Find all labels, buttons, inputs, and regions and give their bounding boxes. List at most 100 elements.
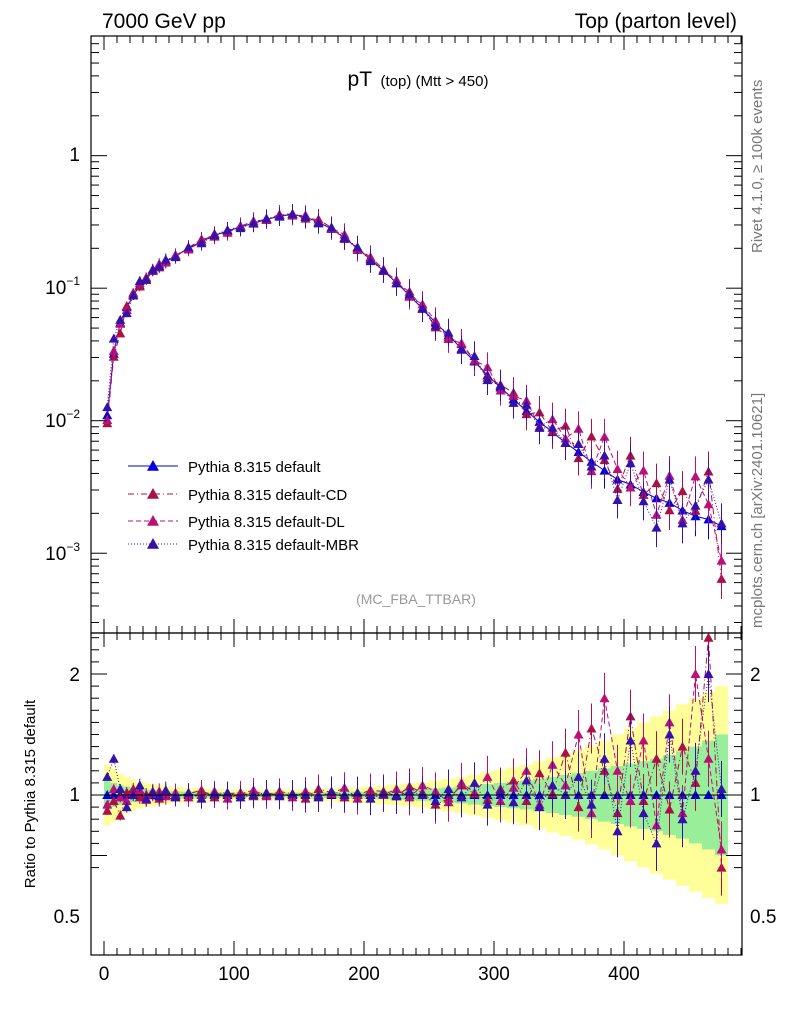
ratio-point-3-47 bbox=[651, 838, 662, 848]
data-point-3-37 bbox=[521, 399, 532, 409]
data-point-3-48 bbox=[664, 474, 675, 484]
ratio-point-3-38 bbox=[534, 802, 545, 812]
data-point-3-8 bbox=[154, 261, 165, 271]
ratio-point-3-52 bbox=[716, 783, 727, 793]
ratio-point-3-49 bbox=[677, 814, 688, 824]
ratio-point-1-49 bbox=[677, 741, 688, 751]
data-point-3-34 bbox=[482, 375, 493, 385]
data-point-3-52 bbox=[716, 518, 727, 528]
data-point-3-40 bbox=[560, 437, 571, 447]
data-point-3-38 bbox=[534, 422, 545, 432]
ratio-point-2-43 bbox=[599, 693, 610, 703]
data-point-3-17 bbox=[261, 213, 272, 223]
data-point-3-18 bbox=[274, 211, 285, 221]
ratio-point-3-18 bbox=[274, 791, 285, 801]
ratio-point-3-7 bbox=[147, 787, 158, 797]
ratio-point-2-46 bbox=[638, 735, 649, 745]
ratio-point-1-42 bbox=[586, 723, 597, 733]
x-tick-label-400: 400 bbox=[608, 964, 640, 985]
ratio-point-3-39 bbox=[547, 780, 558, 790]
ratio-point-3-8 bbox=[154, 791, 165, 801]
ratio-point-3-43 bbox=[599, 753, 610, 763]
ratio-point-3-19 bbox=[287, 788, 298, 798]
ratio-point-3-46 bbox=[638, 808, 649, 818]
ratio-point-3-48 bbox=[664, 729, 675, 739]
ratio-point-2-41 bbox=[573, 729, 584, 739]
ratio-point-1-41 bbox=[573, 802, 584, 812]
data-point-3-26 bbox=[378, 265, 389, 275]
top-y-tick-labels: 10−3 10−2 10−1 1 bbox=[45, 145, 80, 565]
data-point-3-45 bbox=[625, 458, 636, 468]
ratio-point-3-42 bbox=[586, 799, 597, 809]
legend: Pythia 8.315 default Pythia 8.315 defaul… bbox=[128, 459, 359, 554]
ratio-point-3-36 bbox=[508, 797, 519, 807]
ratio-panel-series bbox=[102, 632, 727, 896]
data-point-3-14 bbox=[222, 224, 233, 234]
data-point-2-45 bbox=[625, 482, 636, 492]
data-point-2-44 bbox=[612, 464, 623, 474]
data-point-2-43 bbox=[599, 431, 610, 441]
data-point-3-7 bbox=[147, 264, 158, 274]
x-tick-labels: 0 100 200 300 400 bbox=[99, 964, 640, 985]
ratio-point-3-41 bbox=[573, 771, 584, 781]
legend-marker-3 bbox=[147, 538, 159, 549]
ratio-point-2-0 bbox=[102, 799, 113, 809]
data-point-3-50 bbox=[690, 500, 701, 510]
ratio-point-3-32 bbox=[456, 792, 467, 802]
ratio-point-3-5 bbox=[134, 780, 145, 790]
ratio-point-3-10 bbox=[170, 792, 181, 802]
analysis-label: (MC_FBA_TTBAR) bbox=[356, 591, 476, 607]
y-tick-label-1: 1 bbox=[69, 145, 80, 166]
y-tick-label-1e-3: 10−3 bbox=[45, 540, 80, 565]
ratio-point-3-44 bbox=[612, 826, 623, 836]
data-point-2-0 bbox=[102, 415, 113, 425]
series-line-3 bbox=[106, 213, 722, 530]
legend-label-default: Pythia 8.315 default bbox=[188, 459, 321, 476]
ratio-point-3-33 bbox=[469, 777, 480, 787]
ratio-tick-label-2: 2 bbox=[69, 665, 80, 686]
ratio-point-1-1 bbox=[108, 796, 119, 806]
ratio-tick-label-right-2: 2 bbox=[750, 665, 761, 686]
data-point-3-21 bbox=[313, 218, 324, 228]
ratio-ylabel: Ratio to Pythia 8.315 default bbox=[22, 699, 39, 888]
ratio-point-3-3 bbox=[121, 802, 132, 812]
ratio-point-3-17 bbox=[261, 787, 272, 797]
ratio-point-3-21 bbox=[313, 792, 324, 802]
ratio-point-3-6 bbox=[141, 793, 152, 803]
ratio-point-3-15 bbox=[235, 792, 246, 802]
data-point-3-30 bbox=[430, 320, 441, 330]
ratio-point-1-51 bbox=[703, 632, 714, 642]
ratio-point-3-30 bbox=[430, 796, 441, 806]
data-point-2-52 bbox=[716, 555, 727, 565]
x-tick-label-300: 300 bbox=[478, 964, 510, 985]
ratio-point-3-2 bbox=[115, 783, 126, 793]
data-point-3-13 bbox=[209, 229, 220, 239]
data-point-3-41 bbox=[573, 439, 584, 449]
data-point-3-15 bbox=[235, 223, 246, 233]
data-point-1-47 bbox=[651, 478, 662, 488]
ratio-point-3-26 bbox=[378, 788, 389, 798]
data-point-3-24 bbox=[352, 242, 363, 252]
ratio-point-3-1 bbox=[108, 753, 119, 763]
ratio-point-1-2 bbox=[115, 810, 126, 820]
ratio-point-1-0 bbox=[102, 805, 113, 815]
data-point-3-2 bbox=[115, 314, 126, 324]
ratio-point-2-1 bbox=[108, 783, 119, 793]
ratio-point-3-25 bbox=[365, 793, 376, 803]
data-point-1-48 bbox=[664, 505, 675, 515]
legend-marker-2 bbox=[147, 515, 159, 526]
data-point-3-16 bbox=[248, 218, 259, 228]
data-point-3-6 bbox=[141, 274, 152, 284]
y-tick-label-1e-1: 10−1 bbox=[45, 274, 80, 299]
ratio-line-1 bbox=[106, 637, 722, 868]
ratio-point-2-34 bbox=[482, 771, 493, 781]
ratio-point-1-5 bbox=[134, 792, 145, 802]
ratio-point-3-11 bbox=[183, 787, 194, 797]
ratio-point-3-45 bbox=[625, 735, 636, 745]
data-point-3-12 bbox=[196, 238, 207, 248]
ratio-tick-label-right-0.5: 0.5 bbox=[750, 907, 776, 928]
data-point-3-42 bbox=[586, 461, 597, 471]
header-right: Top (parton level) bbox=[575, 10, 737, 33]
ratio-point-3-28 bbox=[404, 786, 415, 796]
